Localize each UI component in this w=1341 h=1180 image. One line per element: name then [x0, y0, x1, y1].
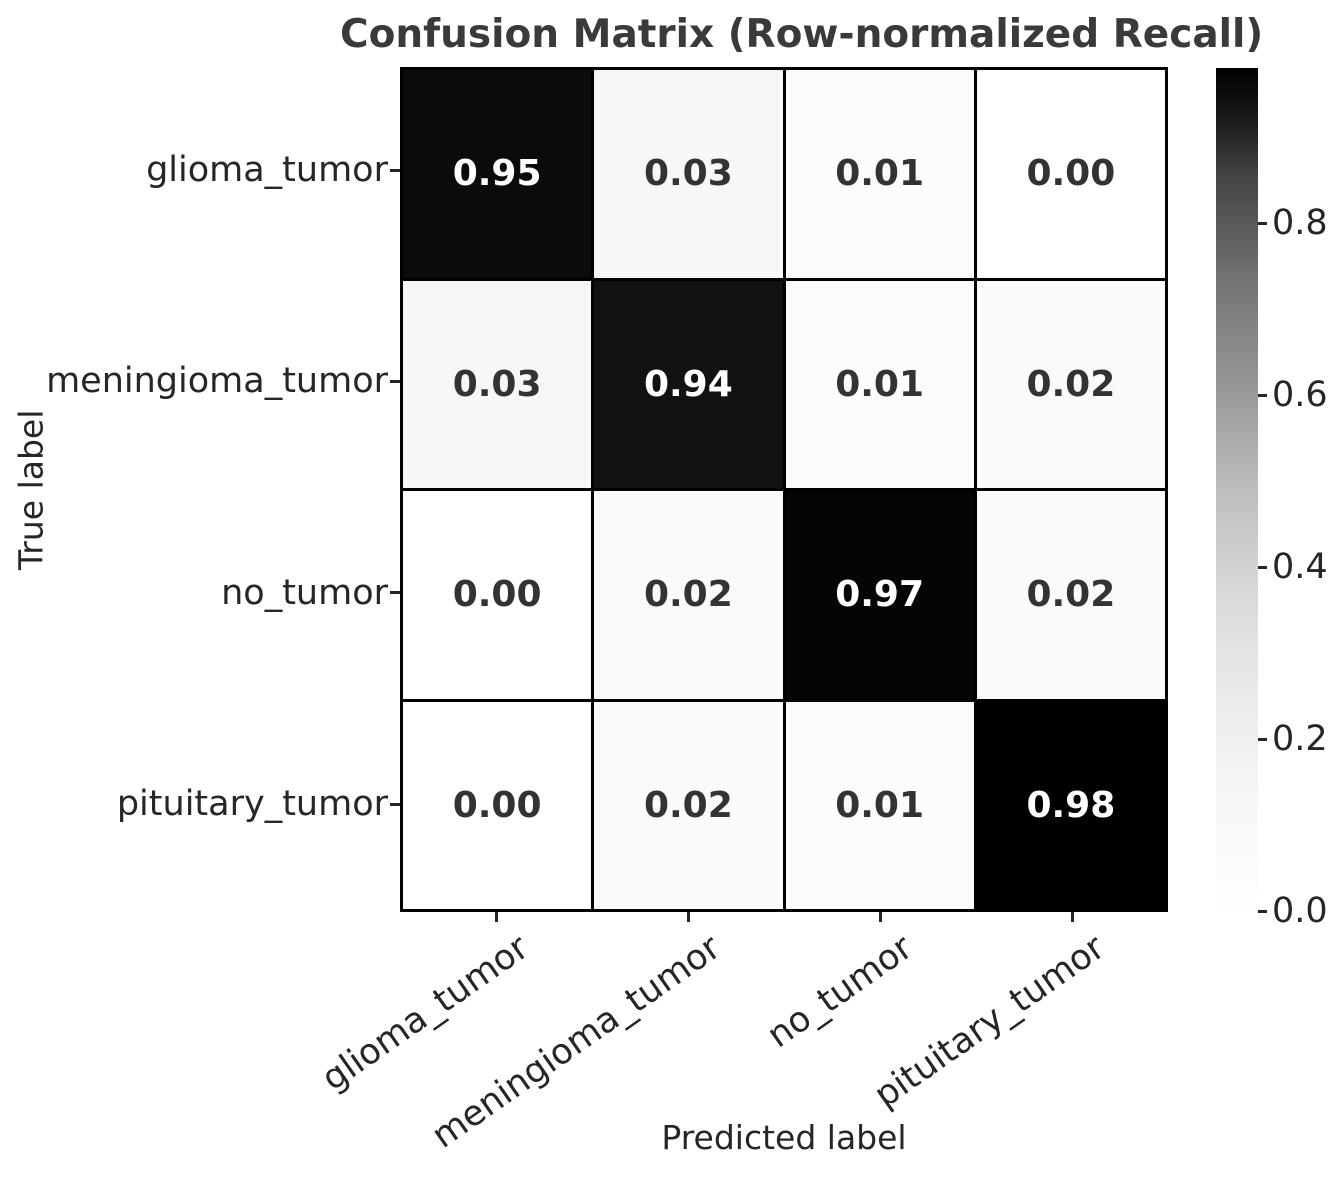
- colorbar-tick-mark: [1258, 566, 1267, 569]
- x-tick-mark: [879, 912, 882, 922]
- matrix-cell: 0.94: [594, 280, 783, 488]
- colorbar-tick-label: 0.6: [1272, 375, 1328, 415]
- matrix-cell: 0.03: [403, 280, 592, 488]
- matrix-cell: 0.02: [594, 491, 783, 699]
- y-tick-mark: [390, 169, 400, 172]
- heatmap-grid: 0.95 0.03 0.01 0.00 0.03 0.94 0.01 0.02 …: [400, 67, 1168, 912]
- matrix-cell: 0.98: [976, 701, 1165, 909]
- colorbar-tick-label: 0.8: [1272, 203, 1328, 243]
- matrix-cell: 0.95: [403, 70, 592, 278]
- y-tick-mark: [390, 591, 400, 594]
- matrix-cell: 0.00: [403, 701, 592, 909]
- x-axis-label: Predicted label: [661, 1118, 907, 1157]
- colorbar-tick-label: 0.0: [1272, 891, 1328, 931]
- matrix-cell: 0.97: [785, 491, 974, 699]
- matrix-cell: 0.03: [594, 70, 783, 278]
- matrix-cell: 0.01: [785, 701, 974, 909]
- matrix-cell: 0.00: [403, 491, 592, 699]
- matrix-cell: 0.02: [976, 280, 1165, 488]
- colorbar: [1216, 68, 1258, 912]
- colorbar-tick-mark: [1258, 910, 1267, 913]
- y-tick-mark: [390, 803, 400, 806]
- chart-title: Confusion Matrix (Row-normalized Recall): [340, 12, 1264, 57]
- y-tick-label: glioma_tumor: [146, 150, 388, 190]
- x-tick-label: no_tumor: [760, 927, 921, 1057]
- colorbar-tick-label: 0.2: [1272, 719, 1328, 759]
- y-tick-label: no_tumor: [221, 573, 388, 613]
- matrix-cell: 0.00: [976, 70, 1165, 278]
- x-tick-mark: [687, 912, 690, 922]
- x-tick-mark: [495, 912, 498, 922]
- matrix-cell: 0.02: [976, 491, 1165, 699]
- matrix-cell: 0.01: [785, 70, 974, 278]
- colorbar-tick-mark: [1258, 222, 1267, 225]
- y-tick-label: meningioma_tumor: [46, 361, 388, 401]
- colorbar-tick-label: 0.4: [1272, 547, 1328, 587]
- colorbar-tick-mark: [1258, 738, 1267, 741]
- y-tick-mark: [390, 380, 400, 383]
- colorbar-tick-mark: [1258, 394, 1267, 397]
- matrix-cell: 0.02: [594, 701, 783, 909]
- y-tick-label: pituitary_tumor: [116, 784, 388, 824]
- x-tick-mark: [1071, 912, 1074, 922]
- matrix-cell: 0.01: [785, 280, 974, 488]
